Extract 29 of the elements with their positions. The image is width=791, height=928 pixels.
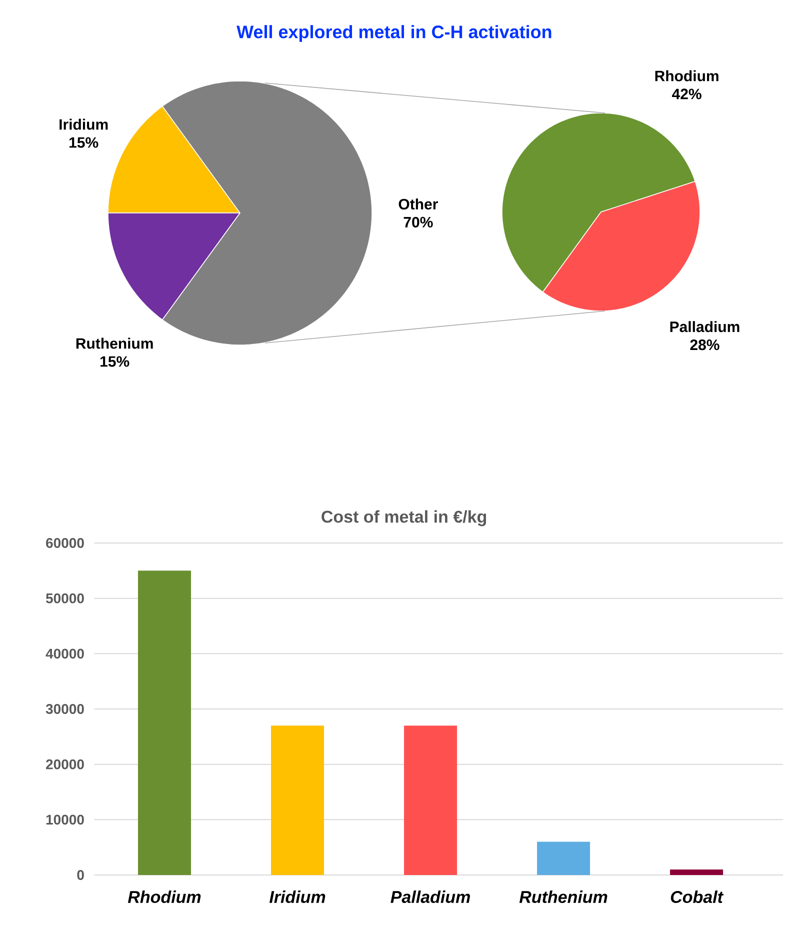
x-tick-label: Iridium — [269, 890, 326, 904]
bar — [271, 726, 324, 875]
bar — [670, 869, 724, 875]
x-tick-label: Palladium — [390, 890, 470, 904]
slice-label: Palladium — [670, 321, 740, 332]
chart-title: Well explored metal in C-H activation — [236, 25, 552, 42]
y-tick-label: 40000 — [46, 648, 84, 659]
slice-label: Iridium — [60, 118, 108, 130]
x-tick-label: Ruthenium — [519, 890, 608, 904]
bar — [404, 726, 458, 875]
y-tick-label: 0 — [77, 870, 84, 880]
slice-label: Other — [398, 198, 438, 210]
x-tick-label: Cobalt — [670, 890, 724, 904]
data-label: 42% — [672, 88, 702, 100]
data-label: 15% — [70, 137, 98, 148]
y-tick-label: 20000 — [46, 759, 84, 770]
y-tick-label: 10000 — [46, 814, 84, 825]
slice-label: Rhodium — [655, 70, 718, 82]
y-tick-label: 50000 — [46, 593, 84, 604]
bar — [138, 570, 191, 875]
y-tick-label: 60000 — [46, 538, 84, 548]
y-tick-label: 30000 — [46, 704, 84, 714]
x-tick-label: Rhodium — [128, 890, 201, 904]
bar — [537, 842, 590, 875]
data-label: 15% — [100, 356, 130, 367]
data-label: 28% — [690, 340, 720, 350]
chart-title: Cost of metal in €/kg — [322, 510, 486, 526]
data-label: 70% — [404, 216, 433, 228]
slice-label: Ruthenium — [76, 338, 153, 349]
